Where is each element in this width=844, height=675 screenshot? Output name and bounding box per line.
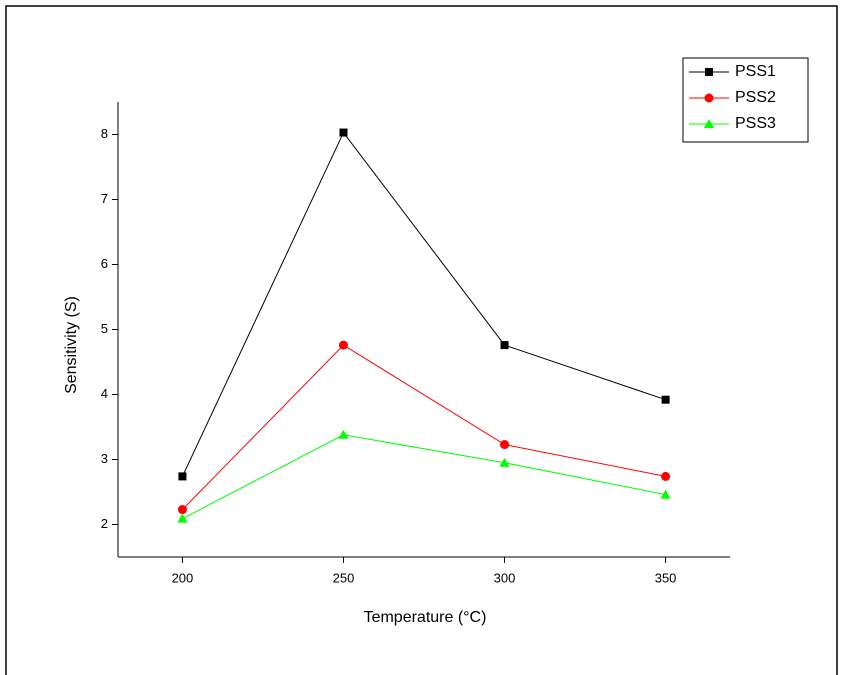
y-tick-label: 2 xyxy=(101,516,108,531)
y-tick-label: 8 xyxy=(101,126,108,141)
legend-label: PSS2 xyxy=(735,89,776,106)
x-axis-label: Temperature (°C) xyxy=(364,609,487,626)
series-line xyxy=(182,345,665,509)
marker xyxy=(339,341,348,350)
marker xyxy=(338,430,348,439)
legend-label: PSS1 xyxy=(735,63,776,80)
y-axis-label: Sensitivity (S) xyxy=(63,296,80,394)
series-line xyxy=(182,435,665,519)
marker xyxy=(500,440,509,449)
marker xyxy=(177,514,187,523)
series-line xyxy=(182,133,665,477)
y-tick-label: 6 xyxy=(101,256,108,271)
y-tick-label: 7 xyxy=(101,191,108,206)
marker xyxy=(705,94,714,103)
legend-label: PSS3 xyxy=(735,115,776,132)
marker xyxy=(661,472,670,481)
x-tick-label: 200 xyxy=(172,570,194,585)
y-tick-label: 4 xyxy=(101,386,108,401)
x-tick-label: 250 xyxy=(333,570,355,585)
marker xyxy=(178,472,186,480)
marker xyxy=(339,129,347,137)
y-tick-label: 5 xyxy=(101,321,108,336)
marker xyxy=(178,505,187,514)
x-tick-label: 350 xyxy=(655,570,677,585)
chart: Temperature (°C) Sensitivity (S) 2 3 4 5 6 7 8… xyxy=(0,0,844,675)
y-tick-label: 3 xyxy=(101,451,108,466)
x-tick-label: 300 xyxy=(494,570,516,585)
marker xyxy=(662,396,670,404)
marker xyxy=(705,68,713,76)
marker xyxy=(501,341,509,349)
